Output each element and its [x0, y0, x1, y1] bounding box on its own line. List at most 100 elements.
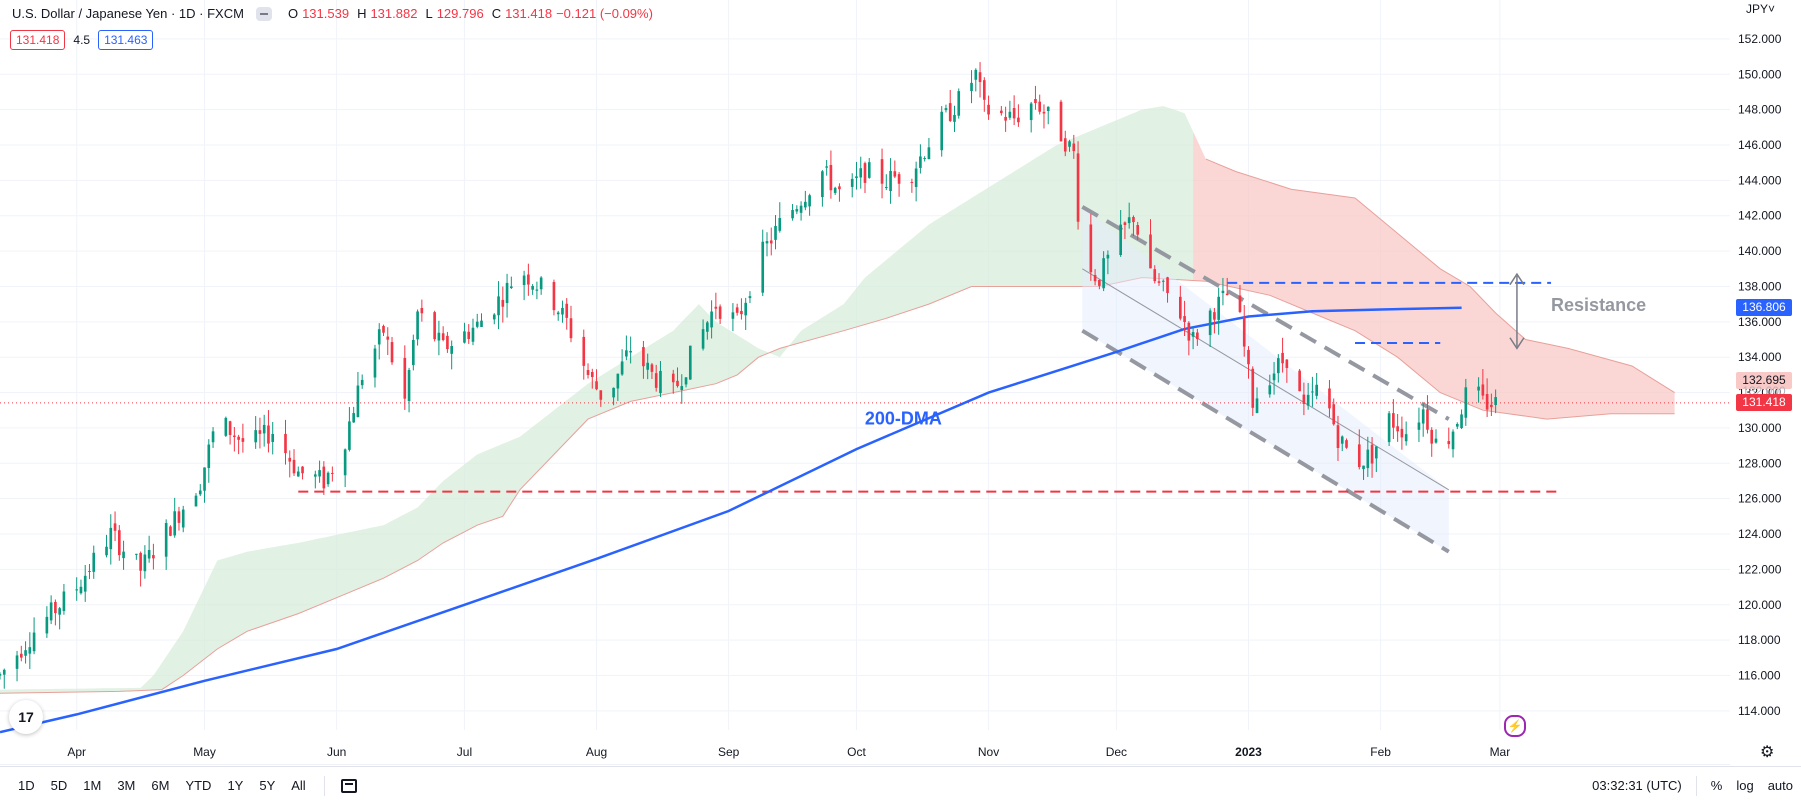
candle-body — [1366, 449, 1370, 469]
candle-body — [1272, 373, 1276, 381]
candle-body — [629, 350, 632, 353]
candle-body — [1494, 397, 1497, 405]
candle-body — [714, 306, 718, 309]
candle-body — [1268, 385, 1272, 395]
candle-body — [296, 471, 300, 477]
range-button-6m[interactable]: 6M — [151, 778, 170, 793]
price-axis[interactable]: 114.000 116.000 118.000 120.000 122.000 124.0… — [1730, 0, 1801, 765]
calendar-icon[interactable] — [340, 778, 357, 793]
candle-body — [1311, 391, 1314, 393]
candle-body — [1119, 224, 1122, 255]
ask-box[interactable]: 131.463 — [98, 30, 154, 50]
candle-body — [565, 303, 569, 318]
candle-body — [748, 296, 752, 299]
lightning-icon[interactable]: ⚡ — [1504, 715, 1526, 737]
x-tick-label: Dec — [1106, 745, 1127, 759]
candle-body — [237, 436, 240, 440]
candle-body — [258, 430, 262, 434]
x-tick-label: Feb — [1370, 745, 1391, 759]
candle-body — [1328, 388, 1331, 409]
candle-body — [19, 653, 23, 658]
candle-body — [1404, 434, 1408, 442]
candle-body — [28, 647, 32, 654]
candle-body — [646, 362, 650, 370]
candle-body — [1153, 269, 1157, 282]
candle-body — [688, 345, 692, 380]
y-tick-label: 138.000 — [1738, 279, 1782, 293]
range-button-all[interactable]: All — [291, 778, 306, 793]
candle-body — [650, 364, 654, 372]
candle-body — [326, 472, 330, 485]
candle-body — [475, 321, 479, 327]
eye-icon[interactable] — [255, 6, 272, 21]
percent-toggle[interactable]: % — [1710, 778, 1723, 793]
symbol-title[interactable]: U.S. Dollar / Japanese Yen · 1D · FXCM — [12, 6, 244, 21]
y-tick-label: 134.000 — [1738, 350, 1782, 364]
candle-body — [267, 425, 270, 444]
candle-body — [135, 553, 138, 555]
candle-body — [1332, 404, 1336, 425]
bid-box[interactable]: 131.418 — [10, 30, 66, 50]
candle-body — [1345, 440, 1348, 448]
candle-body — [301, 466, 304, 474]
y-tick-label: 130.000 — [1738, 421, 1782, 435]
candle-body — [1217, 296, 1220, 320]
candle-body — [953, 114, 956, 122]
candle-body — [313, 474, 317, 477]
gear-icon[interactable]: ⚙ — [1760, 744, 1775, 761]
cloud-lower-line — [0, 277, 1675, 694]
candle-body — [1046, 106, 1050, 111]
candle-body — [164, 523, 168, 557]
candle-body — [318, 470, 321, 477]
candle-body — [105, 546, 108, 556]
horizontal-levels — [0, 272, 1730, 493]
candle-body — [978, 72, 982, 83]
candle-body — [821, 171, 824, 198]
log-toggle[interactable]: log — [1736, 778, 1754, 793]
candle-body — [1298, 370, 1301, 392]
tradingview-logo-icon[interactable]: 17 — [9, 700, 43, 734]
x-tick-label: Oct — [847, 745, 866, 759]
candle-body — [79, 586, 83, 594]
range-button-5y[interactable]: 5Y — [259, 778, 276, 793]
candle-body — [744, 302, 748, 316]
candle-body — [139, 552, 142, 571]
range-button-1m[interactable]: 1M — [83, 778, 102, 793]
candle-body — [433, 312, 436, 340]
candle-body — [1213, 312, 1216, 320]
range-button-ytd[interactable]: YTD — [185, 778, 212, 793]
range-button-5d[interactable]: 5D — [50, 778, 68, 793]
y-tick-label: 126.000 — [1738, 492, 1782, 506]
range-button-3m[interactable]: 3M — [117, 778, 136, 793]
ma-annotation-label: 200-DMA — [865, 408, 942, 428]
candle-body — [1127, 217, 1131, 224]
y-tick-label: 142.000 — [1738, 209, 1782, 223]
candle-body — [1336, 425, 1340, 448]
candle-body — [1191, 332, 1195, 337]
candle-body — [923, 158, 926, 160]
candle-body — [497, 296, 500, 316]
candle-body — [850, 178, 854, 187]
candle-body — [122, 551, 125, 559]
candle-body — [412, 339, 415, 366]
range-button-1d[interactable]: 1D — [18, 778, 35, 793]
candle-body — [62, 591, 66, 611]
price-chart[interactable]: 200-DMA Resistance Apr May Jun Jul Aug Sep Oct N… — [0, 0, 1730, 765]
current-price-tag: 131.418 — [1736, 394, 1792, 412]
axis-currency-button[interactable]: JPY˅ — [1746, 2, 1776, 16]
auto-toggle[interactable]: auto — [1767, 778, 1793, 793]
candle-body — [684, 377, 688, 385]
y-tick-label: 128.000 — [1738, 456, 1782, 470]
candle-body — [109, 527, 113, 550]
candle-body — [382, 326, 385, 333]
candle-body — [1255, 398, 1259, 413]
candle-body — [855, 176, 858, 179]
range-button-1y[interactable]: 1Y — [227, 778, 244, 793]
candle-body — [467, 331, 471, 340]
candle-body — [1460, 414, 1463, 429]
candle-body — [522, 275, 526, 286]
symbol-legend[interactable]: U.S. Dollar / Japanese Yen · 1D · FXCM O… — [12, 6, 653, 21]
candle-body — [761, 241, 765, 293]
candle-body — [867, 162, 871, 178]
clock-time[interactable]: 03:32:31 (UTC) — [1592, 778, 1682, 793]
